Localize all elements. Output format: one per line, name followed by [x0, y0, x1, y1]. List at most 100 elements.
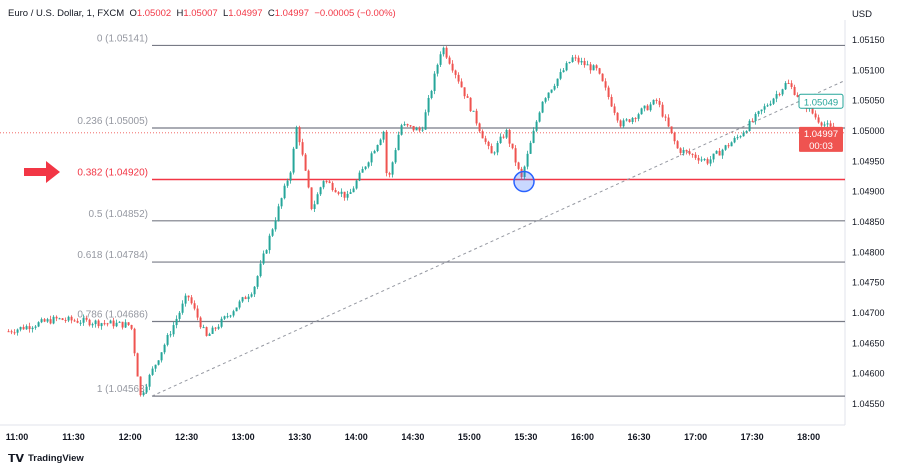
candle-body — [349, 192, 352, 194]
candle-body — [250, 294, 253, 297]
time-tick: 13:30 — [288, 432, 311, 442]
low-label: L — [222, 8, 229, 19]
candle-body — [238, 301, 241, 308]
candle-body — [769, 103, 772, 106]
candle-body — [574, 57, 577, 59]
candle-body — [478, 123, 481, 132]
candle-body — [97, 320, 100, 327]
candle-body — [127, 322, 130, 325]
candle-body — [283, 185, 286, 199]
candle-body — [487, 141, 490, 147]
candle-body — [661, 104, 664, 117]
time-tick: 13:00 — [232, 432, 255, 442]
candle-body — [784, 83, 787, 90]
candle-body — [598, 68, 601, 74]
candle-body — [559, 72, 562, 79]
candle-body — [22, 326, 25, 330]
candle-body — [424, 112, 427, 130]
candle-body — [742, 132, 745, 137]
candle-body — [292, 148, 295, 173]
candle-body — [814, 113, 817, 118]
candle-body — [463, 87, 466, 97]
low-value: 1.04997 — [228, 8, 263, 19]
time-tick: 17:30 — [741, 432, 764, 442]
candle-body — [628, 119, 631, 122]
candle-body — [46, 319, 49, 322]
candle-body — [274, 220, 277, 230]
fib-level-label: 0.786 (1.04686) — [77, 309, 148, 320]
candle-body — [823, 124, 826, 126]
candle-body — [58, 318, 61, 320]
candle-body — [502, 136, 505, 138]
candle-body — [394, 150, 397, 163]
close-label: C — [267, 8, 275, 19]
candle-body — [55, 316, 58, 319]
candle-body — [205, 327, 208, 336]
candle-body — [643, 105, 646, 109]
price-tick: 1.04900 — [852, 187, 885, 197]
candle-body — [580, 61, 583, 63]
candle-body — [178, 312, 181, 319]
candle-body — [724, 145, 727, 150]
candle-body — [781, 89, 784, 95]
candle-body — [331, 182, 334, 191]
candle-body — [286, 180, 289, 186]
candle-body — [376, 144, 379, 151]
candle-body — [259, 263, 262, 277]
candle-body — [811, 107, 814, 114]
candle-body — [211, 327, 214, 334]
candle-body — [637, 114, 640, 119]
candle-body — [262, 253, 265, 264]
fib-level-label: 0.5 (1.04852) — [89, 209, 149, 220]
candle-body — [85, 317, 88, 320]
fib-level-label: 0 (1.05141) — [97, 33, 148, 44]
time-tick: 12:00 — [119, 432, 142, 442]
time-tick: 15:00 — [458, 432, 481, 442]
countdown-value: 00:03 — [809, 141, 833, 152]
candle-body — [118, 321, 121, 323]
candle-body — [652, 99, 655, 105]
candle-body — [472, 110, 475, 112]
candle-body — [412, 125, 415, 131]
candle-body — [187, 295, 190, 298]
candle-body — [343, 191, 346, 198]
fib-level-label: 0.382 (1.04920) — [77, 168, 148, 179]
candle-body — [67, 316, 70, 321]
candle-body — [649, 104, 652, 111]
candle-body — [730, 142, 733, 147]
candle-body — [322, 181, 325, 188]
candle-body — [583, 61, 586, 66]
candle-body — [214, 327, 217, 329]
candle-body — [397, 134, 400, 151]
candle-body — [655, 99, 658, 101]
candle-body — [625, 119, 628, 121]
candle-body — [757, 111, 760, 115]
candle-body — [409, 125, 412, 127]
candle-body — [670, 126, 673, 133]
candle-body — [496, 143, 499, 153]
candle-body — [457, 74, 460, 82]
candle-body — [289, 172, 292, 181]
candle-body — [325, 181, 328, 183]
candle-body — [280, 198, 283, 207]
candle-body — [622, 120, 625, 127]
symbol-name: Euro / U.S. Dollar, 1, FXCM — [8, 8, 125, 19]
candle-body — [568, 62, 571, 64]
tradingview-logo[interactable]: 𝗧𝗩 TradingView — [8, 452, 84, 465]
candle-body — [688, 151, 691, 154]
candle-body — [64, 319, 67, 321]
candle-body — [199, 317, 202, 328]
candle-body — [103, 323, 106, 325]
candle-body — [142, 392, 145, 396]
candle-body — [490, 146, 493, 154]
candle-body — [715, 150, 718, 154]
time-tick: 15:30 — [514, 432, 537, 442]
candle-body — [517, 162, 520, 169]
candle-body — [310, 187, 313, 210]
candle-body — [631, 117, 634, 122]
candle-body — [298, 127, 301, 143]
candle-body — [685, 150, 688, 152]
candle-body — [562, 70, 565, 73]
price-tick: 1.04600 — [852, 369, 885, 379]
